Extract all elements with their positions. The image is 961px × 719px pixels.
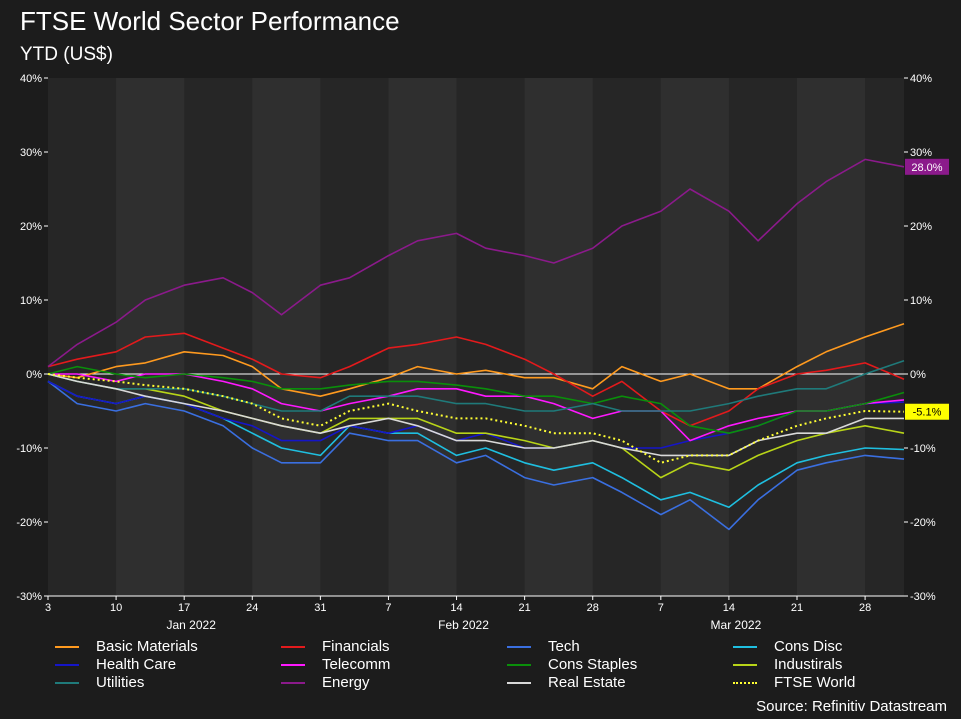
x-tick-label: 3 (45, 602, 51, 614)
y-tick-label: 40% (20, 73, 42, 85)
y-tick-label: 20% (910, 221, 932, 233)
legend-swatch (281, 682, 305, 684)
y-tick-label: 40% (910, 73, 932, 85)
y-tick-label: 0% (910, 369, 926, 381)
x-tick-label: 7 (385, 602, 391, 614)
month-label: Feb 2022 (438, 618, 489, 632)
legend-swatch (507, 664, 531, 666)
y-tick-label: 10% (20, 295, 42, 307)
x-tick-label: 31 (314, 602, 326, 614)
series-line-industirals (47, 373, 905, 479)
legend-label: Cons Disc (774, 638, 843, 655)
source-note: Source: Refinitiv Datastream (756, 698, 947, 715)
legend-label: Cons Staples (548, 656, 638, 673)
legend-swatch (733, 682, 757, 684)
y-tick-label: -30% (16, 591, 42, 603)
legend-label: FTSE World (774, 674, 856, 691)
week-band (797, 78, 866, 596)
week-bands (48, 78, 904, 596)
legend-swatch (507, 682, 531, 684)
y-tick-label: -10% (16, 443, 42, 455)
line-chart: 40% 30% 20% 10% 0% -10% -20% -30% 40% 30% 20% 10% 0… (16, 73, 949, 632)
legend-label: Industirals (774, 656, 843, 673)
series-line-financials (47, 332, 905, 427)
legend-swatch (733, 664, 757, 666)
x-tick-label: 24 (246, 602, 258, 614)
y-tick-label: -10% (910, 443, 936, 455)
chart-title: FTSE World Sector Performance (20, 6, 400, 36)
end-labels: 28.0% -5.1% (905, 158, 949, 420)
x-tick-label: 14 (723, 602, 735, 614)
legend-label: Telecomm (322, 656, 391, 673)
legend-label: Financials (322, 638, 390, 655)
end-label-box (905, 158, 949, 175)
x-tick-label: 7 (658, 602, 664, 614)
week-band (388, 78, 457, 596)
series-line-energy (47, 158, 905, 368)
y-tick-label: 20% (20, 221, 42, 233)
week-band (660, 78, 729, 596)
legend-label: Utilities (96, 674, 145, 691)
y-tick-label: -30% (910, 591, 936, 603)
legend-swatch (507, 646, 531, 648)
series-line-tech (47, 380, 905, 531)
legend-swatch (55, 664, 79, 666)
series-line-cons-staples (47, 365, 905, 434)
y-axis-right: 40% 30% 20% 10% 0% -10% -20% -30% (904, 73, 936, 603)
y-axis-left: 40% 30% 20% 10% 0% -10% -20% -30% (16, 73, 48, 603)
legend-swatch (55, 682, 79, 684)
y-tick-label: -20% (16, 517, 42, 529)
y-tick-label: 30% (20, 147, 42, 159)
x-tick-label: 28 (859, 602, 871, 614)
x-axis: 3 10 17 24 31 7 14 21 28 7 14 21 28 (45, 595, 904, 614)
series-line-basic-materials (47, 322, 905, 397)
plot-background (48, 78, 904, 596)
chart-subtitle: YTD (US$) (20, 44, 113, 65)
month-label: Mar 2022 (711, 618, 762, 632)
month-labels: Jan 2022 Feb 2022 Mar 2022 (166, 618, 761, 632)
y-tick-label: 30% (910, 147, 932, 159)
y-tick-label: 0% (26, 369, 42, 381)
legend-label: Basic Materials (96, 638, 198, 655)
legend-swatch (55, 646, 79, 648)
legend-swatch (281, 646, 305, 648)
end-label-box (905, 403, 949, 420)
y-tick-label: 10% (910, 295, 932, 307)
legend-label: Tech (548, 638, 580, 655)
x-tick-label: 28 (587, 602, 599, 614)
x-tick-label: 14 (450, 602, 462, 614)
legend-label: Energy (322, 674, 370, 691)
x-tick-label: 21 (791, 602, 803, 614)
end-label-text: 28.0% (911, 162, 942, 174)
x-tick-label: 10 (110, 602, 122, 614)
x-tick-label: 21 (519, 602, 531, 614)
legend-label: Real Estate (548, 674, 626, 691)
series-line-ftse-world (47, 373, 905, 464)
x-tick-label: 17 (178, 602, 190, 614)
month-label: Jan 2022 (166, 618, 216, 632)
legend-label: Health Care (96, 656, 177, 673)
y-tick-label: -20% (910, 517, 936, 529)
week-band (252, 78, 321, 596)
end-label-text: -5.1% (913, 407, 942, 419)
legend-swatch (281, 664, 305, 666)
series-line-utilities (47, 359, 905, 412)
legend-swatch (733, 646, 757, 648)
week-band (524, 78, 593, 596)
series-lines (47, 158, 905, 531)
